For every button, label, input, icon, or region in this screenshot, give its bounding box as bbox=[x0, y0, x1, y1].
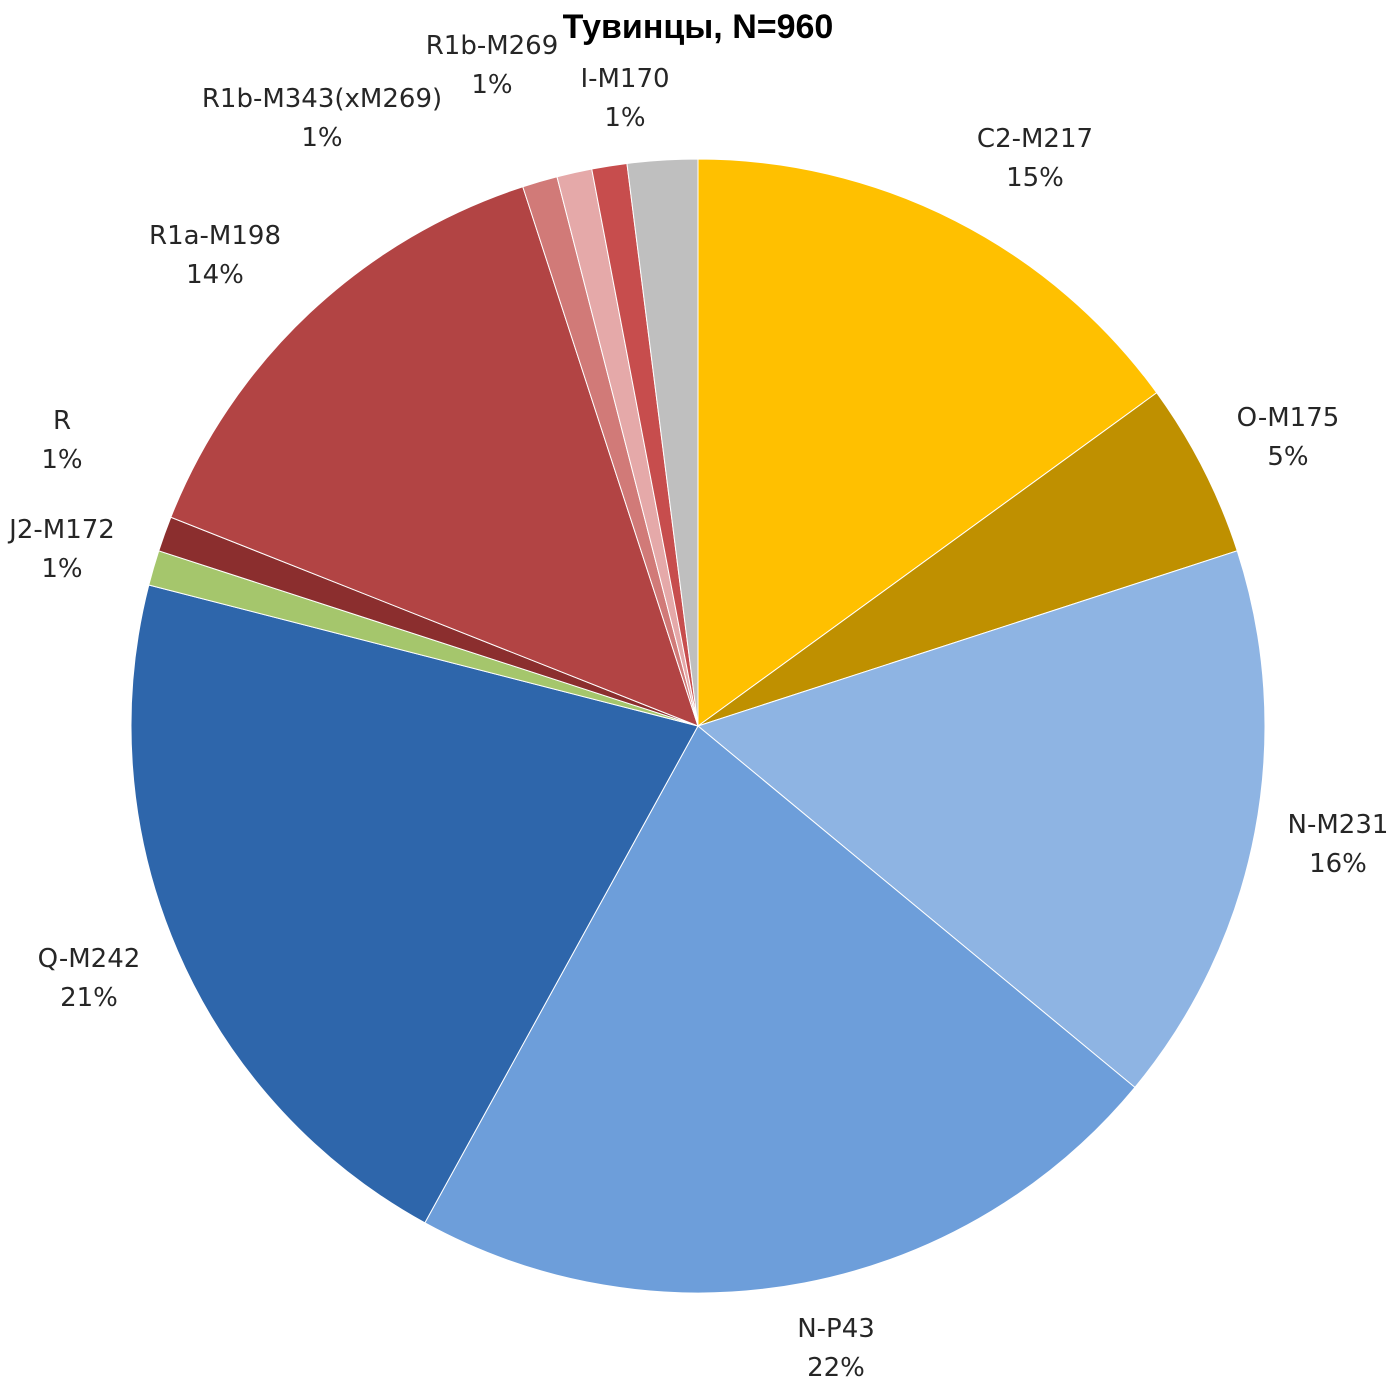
pie-slices bbox=[130, 158, 1266, 1294]
slice-value-label: 1% bbox=[301, 123, 342, 153]
pie-slice-q-m242 bbox=[130, 584, 699, 1224]
chart-title: Тувинцы, N=960 bbox=[563, 8, 834, 46]
slice-label: R bbox=[53, 406, 71, 436]
slice-label: C2-M217 bbox=[977, 124, 1093, 154]
slice-label: N-P43 bbox=[797, 1314, 875, 1344]
slice-value-label: 22% bbox=[807, 1353, 865, 1383]
slice-label: R1b-M343(xM269) bbox=[202, 84, 442, 114]
slice-value-label: 1% bbox=[41, 445, 82, 475]
slice-label: R1b-M269 bbox=[426, 31, 559, 61]
slice-label: N-M231 bbox=[1288, 810, 1389, 840]
slice-value-label: 14% bbox=[186, 260, 244, 290]
slice-value-label: 15% bbox=[1006, 163, 1064, 193]
slice-label: I-M170 bbox=[580, 64, 669, 94]
slice-label: Q-M242 bbox=[38, 944, 141, 974]
pie-labels: C2-M217 15% O-M175 5% N-M231 16% N-P43 22% Q-M24… bbox=[7, 31, 1388, 1383]
slice-label: O-M175 bbox=[1237, 403, 1340, 433]
slice-value-label: 1% bbox=[41, 554, 82, 584]
pie-slice-other bbox=[626, 158, 699, 727]
slice-label: J2-M172 bbox=[7, 515, 115, 545]
pie-slice-n-p43 bbox=[424, 725, 1136, 1294]
slice-value-label: 1% bbox=[471, 70, 512, 100]
slice-value-label: 21% bbox=[60, 983, 118, 1013]
pie-slice-o-m175 bbox=[697, 392, 1238, 727]
pie-slice-n-m231 bbox=[696, 550, 1266, 1089]
pie-slice-c2-m217 bbox=[697, 158, 1158, 727]
slice-value-label: 1% bbox=[604, 103, 645, 133]
slice-value-label: 5% bbox=[1267, 442, 1308, 472]
slice-value-label: 16% bbox=[1309, 849, 1367, 879]
slice-label: R1a-M198 bbox=[149, 221, 281, 251]
